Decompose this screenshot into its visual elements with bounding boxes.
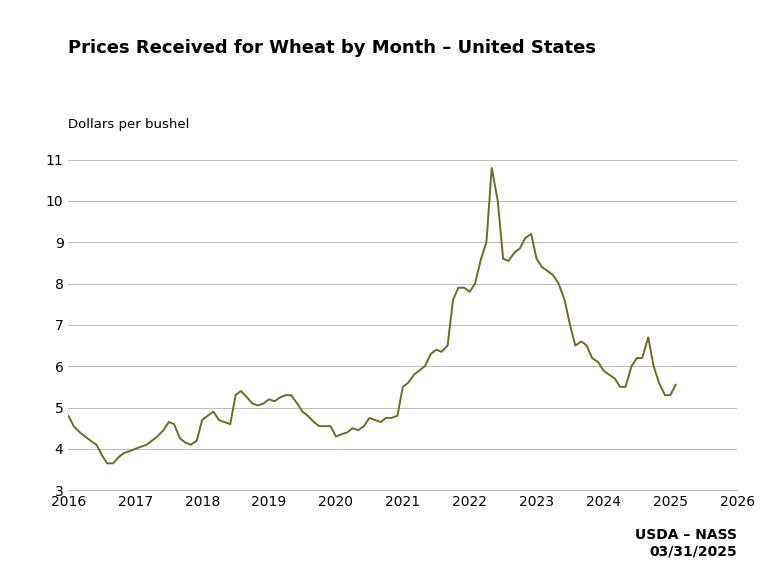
Text: Dollars per bushel: Dollars per bushel bbox=[68, 118, 190, 131]
Text: Prices Received for Wheat by Month – United States: Prices Received for Wheat by Month – Uni… bbox=[68, 39, 597, 57]
Text: USDA – NASS
03/31/2025: USDA – NASS 03/31/2025 bbox=[635, 528, 737, 559]
